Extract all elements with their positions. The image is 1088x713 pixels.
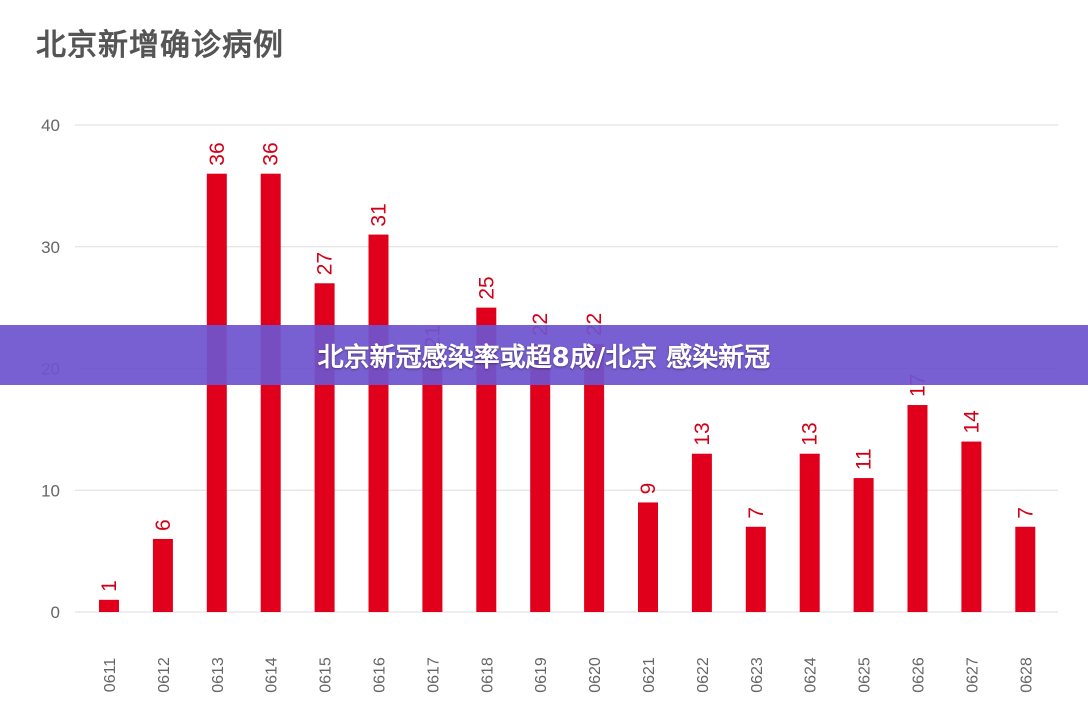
bars — [99, 173, 1036, 612]
bar-0611 — [99, 599, 119, 612]
data-label-0627: 14 — [960, 410, 983, 434]
bar-0628 — [1015, 526, 1036, 612]
data-label-0622: 13 — [691, 422, 714, 445]
y-tick-label: 0 — [51, 603, 60, 622]
data-label-0612: 6 — [152, 519, 175, 531]
bar-0623 — [745, 526, 766, 612]
x-axis-ticks: 0611 0612 0613 0614 0615 0616 0617 0618 0619 0620… — [102, 657, 1035, 693]
x-tick-label: 0621 — [641, 657, 658, 693]
banner-text: 北京新冠感染率或超8成/北京 感染新冠 — [317, 342, 771, 373]
bar-0627 — [961, 441, 982, 612]
bar-0613 — [206, 173, 227, 612]
x-tick-label: 0622 — [695, 657, 712, 693]
data-label-0615: 27 — [314, 252, 337, 275]
bar-0614 — [260, 173, 281, 612]
y-tick-label: 40 — [41, 116, 60, 135]
data-label-0614: 36 — [260, 142, 283, 165]
y-tick-label: 10 — [41, 481, 60, 500]
bar-0619 — [530, 344, 551, 612]
data-label-0618: 25 — [475, 276, 498, 299]
chart-title: 北京新增确诊病例 — [36, 28, 284, 63]
x-tick-label: 0618 — [479, 657, 496, 693]
bar-0612 — [152, 538, 173, 612]
x-tick-label: 0617 — [425, 657, 442, 693]
x-tick-label: 0626 — [911, 657, 928, 693]
data-label-0623: 7 — [745, 507, 768, 519]
x-tick-label: 0612 — [156, 657, 173, 693]
data-label-0628: 7 — [1014, 507, 1037, 519]
data-label-0613: 36 — [206, 142, 229, 165]
data-label-0621: 9 — [637, 483, 660, 495]
x-tick-label: 0628 — [1018, 657, 1035, 693]
x-tick-label: 0611 — [102, 658, 119, 693]
bar-0617 — [422, 356, 443, 612]
x-tick-label: 0615 — [318, 657, 335, 693]
data-label-0625: 11 — [853, 448, 876, 470]
x-tick-label: 0620 — [587, 657, 604, 693]
x-tick-label: 0619 — [533, 657, 550, 693]
x-tick-label: 0627 — [964, 657, 981, 693]
bar-0624 — [799, 453, 820, 612]
y-tick-label: 30 — [41, 238, 60, 257]
overlay-banner: 北京新冠感染率或超8成/北京 感染新冠 — [0, 325, 1088, 385]
bar-0622 — [691, 453, 712, 612]
bar-0616 — [368, 234, 389, 612]
x-tick-label: 0624 — [803, 657, 820, 693]
data-labels: 1636362731212522229137131117147 — [98, 142, 1037, 591]
data-label-0616: 31 — [368, 203, 391, 226]
x-tick-label: 0613 — [210, 657, 227, 693]
x-tick-label: 0614 — [264, 657, 281, 693]
data-label-0611: 1 — [98, 580, 121, 592]
data-label-0624: 13 — [799, 422, 822, 445]
bar-0626 — [907, 405, 928, 612]
bar-0625 — [853, 478, 874, 612]
x-tick-label: 0625 — [857, 657, 874, 693]
x-tick-label: 0623 — [749, 657, 766, 693]
bar-0621 — [638, 502, 658, 612]
x-tick-label: 0616 — [372, 657, 389, 693]
bar-0620 — [584, 344, 605, 612]
